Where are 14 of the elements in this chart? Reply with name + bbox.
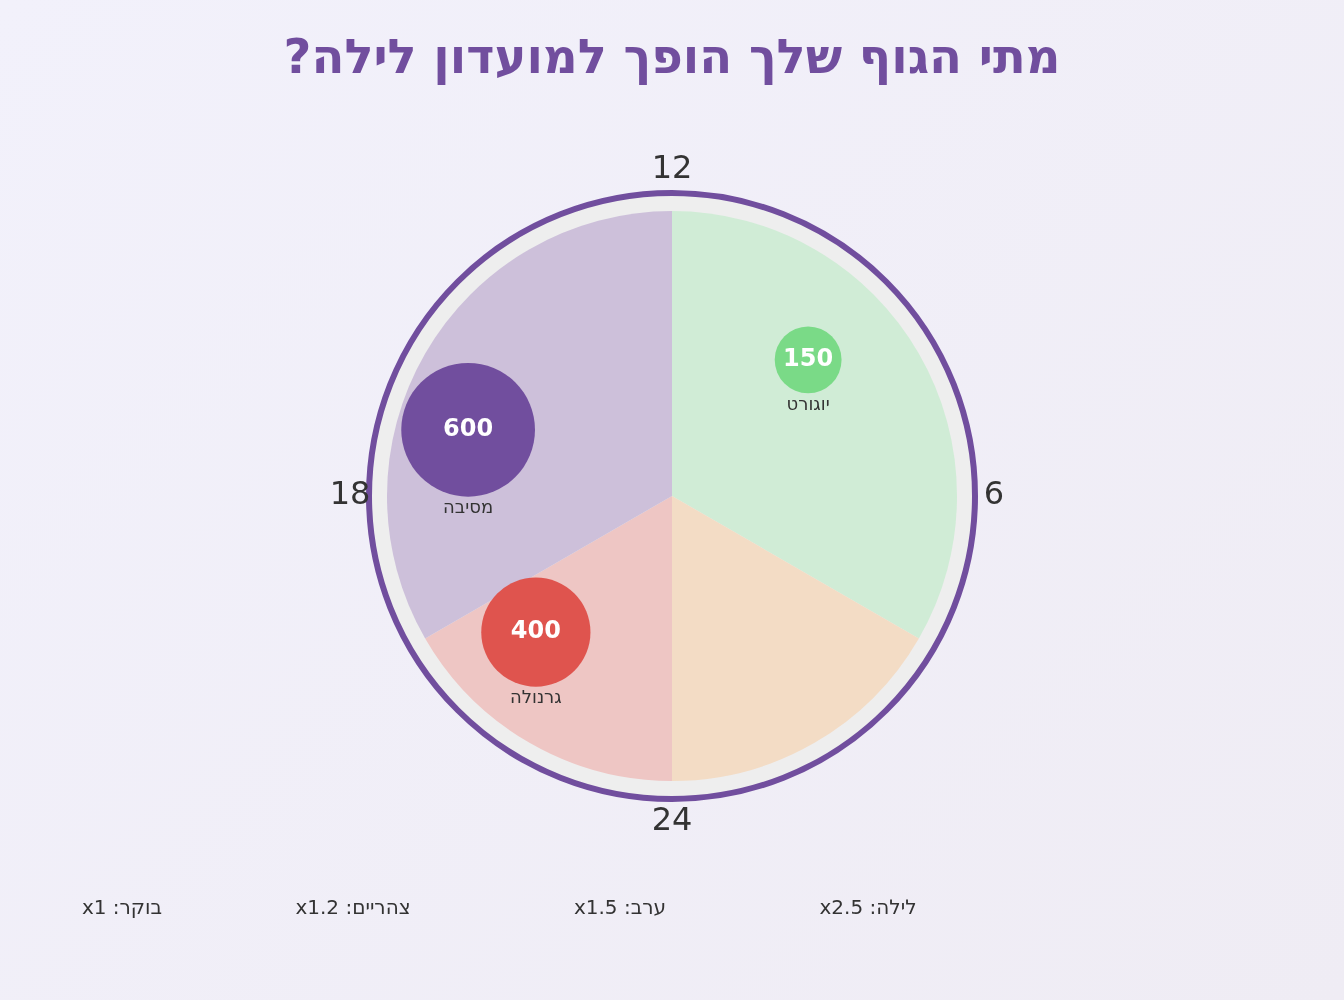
text: 12	[651, 148, 693, 187]
data-label: 600	[443, 413, 494, 442]
text: 6	[983, 474, 1005, 513]
chart-title: מתי הגוף שלך הופך למועדון לילה?	[282, 28, 1062, 84]
text: בוקר: x1	[80, 895, 164, 919]
category-label: גרנולה	[510, 686, 562, 708]
text: לילה: x2.5	[818, 895, 918, 919]
text: ערב: x1.5	[572, 895, 668, 919]
data-label: 400	[510, 616, 561, 645]
category-label: יוגורט	[786, 392, 830, 414]
data-label: 150	[783, 344, 834, 373]
text: צהריים: x1.2	[294, 895, 412, 919]
category-label: מסיבה	[443, 496, 494, 518]
text: 24	[651, 800, 693, 839]
